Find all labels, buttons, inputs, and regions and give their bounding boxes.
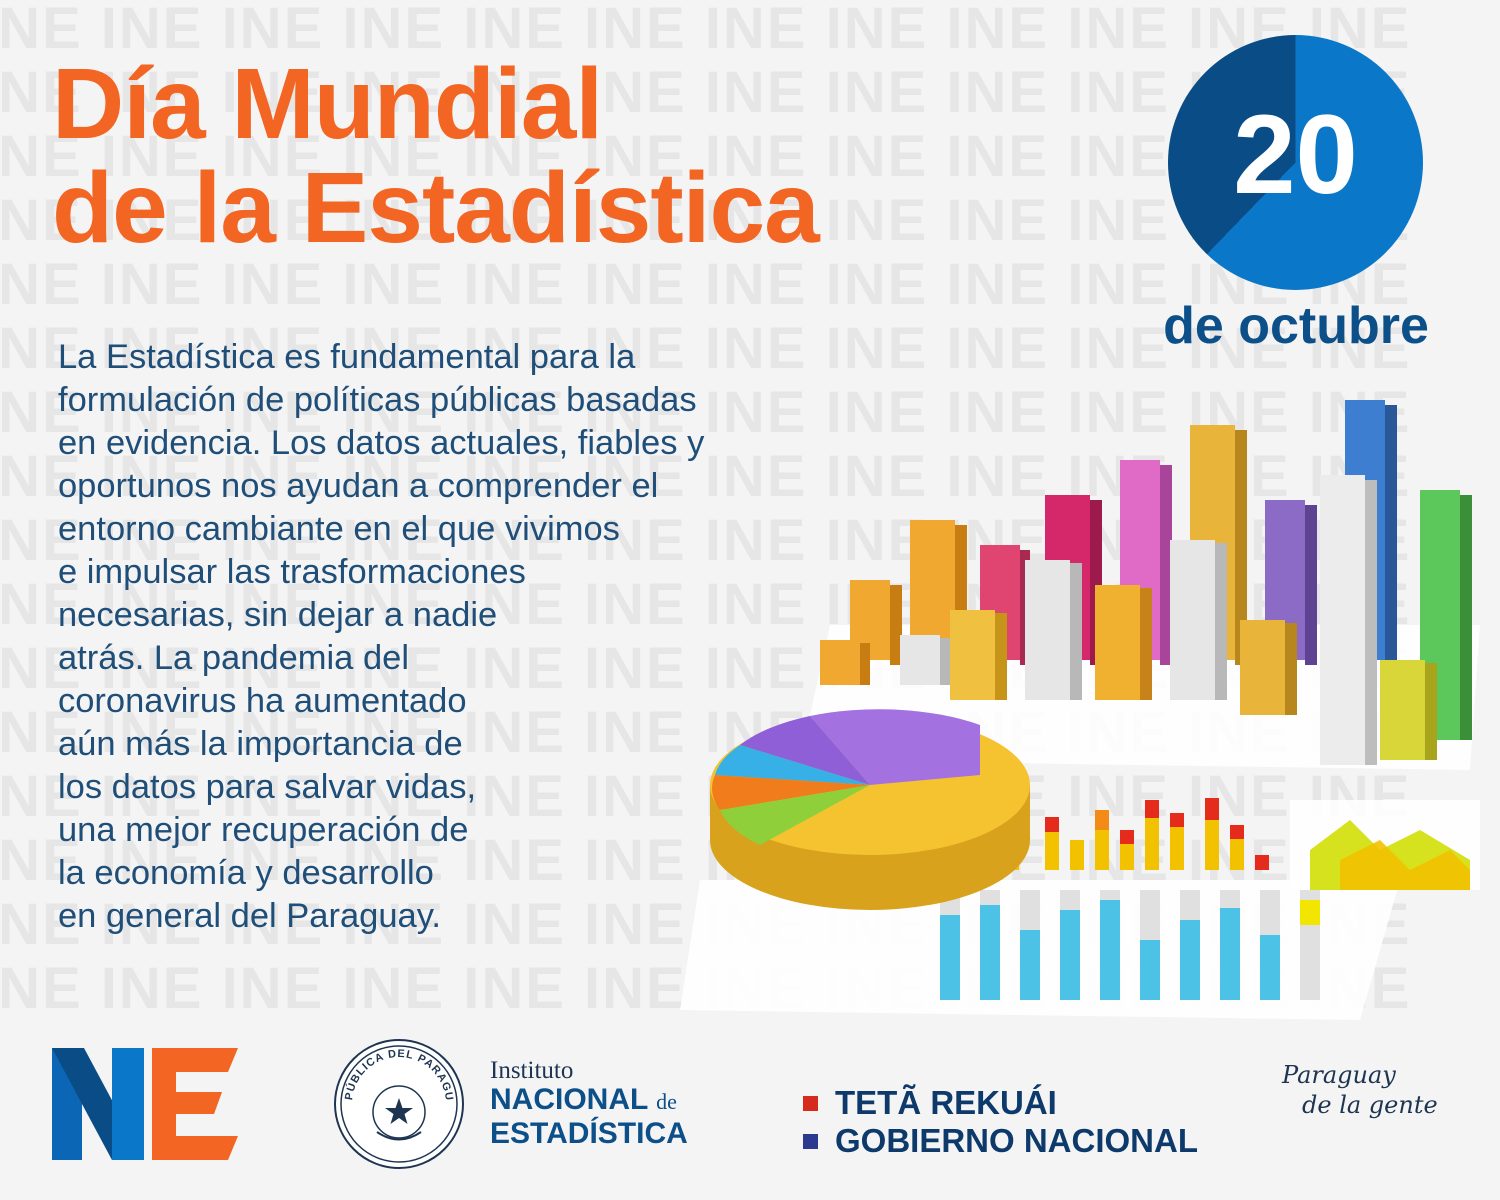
star-icon [385, 1098, 413, 1124]
ine-name-de: de [656, 1089, 677, 1114]
watermark-row: INE INE INE INE INE INE INE INE INE INE … [0, 252, 1412, 317]
date-day: 20 [1233, 92, 1358, 217]
watermark-row: INE INE INE INE INE INE INE INE INE INE … [0, 380, 1412, 445]
body-line: la economía y desarrollo [58, 854, 434, 892]
title-line-2: de la Estadística [52, 152, 820, 264]
slogan-line-2: de la gente [1302, 1091, 1438, 1119]
body-line: en evidencia. Los datos actuales, fiable… [58, 424, 705, 462]
body-line: entorno cambiante en el que vivimos [58, 510, 620, 548]
body-paragraph: La Estadística es fundamental para la fo… [58, 336, 704, 938]
ine-name-line-3: ESTADÍSTICA [490, 1117, 688, 1150]
government-logo: TETÃ REKUÁI GOBIERNO NACIONAL [803, 1084, 1198, 1160]
page-title: Día Mundial de la Estadística [52, 48, 820, 264]
ine-logo [52, 1048, 238, 1160]
date-circle-badge: 20 [1168, 35, 1423, 290]
paraguay-seal: REPÚBLICA DEL PARAGUAY [332, 1037, 464, 1169]
watermark-row: INE INE INE INE INE INE INE INE INE INE … [0, 0, 1412, 61]
ine-name-line-1: Instituto [490, 1057, 574, 1084]
ine-name-line-2: NACIONAL [490, 1083, 648, 1116]
watermark-row: INE INE INE INE INE INE INE INE INE INE … [0, 444, 1412, 509]
gov-line-1: TETÃ REKUÁI [835, 1084, 1057, 1121]
slogan-logo: Paraguay de la gente [1282, 1060, 1438, 1120]
body-line: una mejor recuperación de [58, 811, 469, 849]
body-line: coronavirus ha aumentado [58, 682, 467, 720]
gov-line-2: GOBIERNO NACIONAL [835, 1122, 1198, 1159]
date-month: de octubre [1163, 297, 1429, 355]
pie-chart [710, 709, 1030, 910]
body-line: necesarias, sin dejar a nadie [58, 596, 498, 634]
slogan-line-1: Paraguay [1282, 1061, 1396, 1089]
3d-bar-group [820, 400, 1472, 765]
flag-blue-square-icon [803, 1133, 818, 1149]
flag-red-square-icon [803, 1095, 818, 1111]
ine-name-logo: Instituto NACIONAL de ESTADÍSTICA [490, 1058, 688, 1150]
body-line: los datos para salvar vidas, [58, 768, 477, 806]
body-line: La Estadística es fundamental para la [58, 338, 636, 376]
body-line: aún más la importancia de [58, 725, 463, 763]
mini-bar-group [980, 798, 1269, 870]
body-line: atrás. La pandemia del [58, 639, 409, 677]
watermark-row: INE INE INE INE INE INE INE INE INE INE … [0, 60, 1412, 125]
body-line: en general del Paraguay. [58, 897, 441, 935]
body-line: oportunos nos ayudan a comprender el [58, 467, 659, 505]
statistics-illustration [680, 400, 1480, 1020]
watermark-row: INE INE INE INE INE INE INE INE INE INE … [0, 316, 1412, 381]
progress-bar-group [940, 890, 1320, 1000]
body-line: e impulsar las trasformaciones [58, 553, 526, 591]
body-line: formulación de políticas públicas basada… [58, 381, 697, 419]
title-line-1: Día Mundial [52, 48, 603, 160]
